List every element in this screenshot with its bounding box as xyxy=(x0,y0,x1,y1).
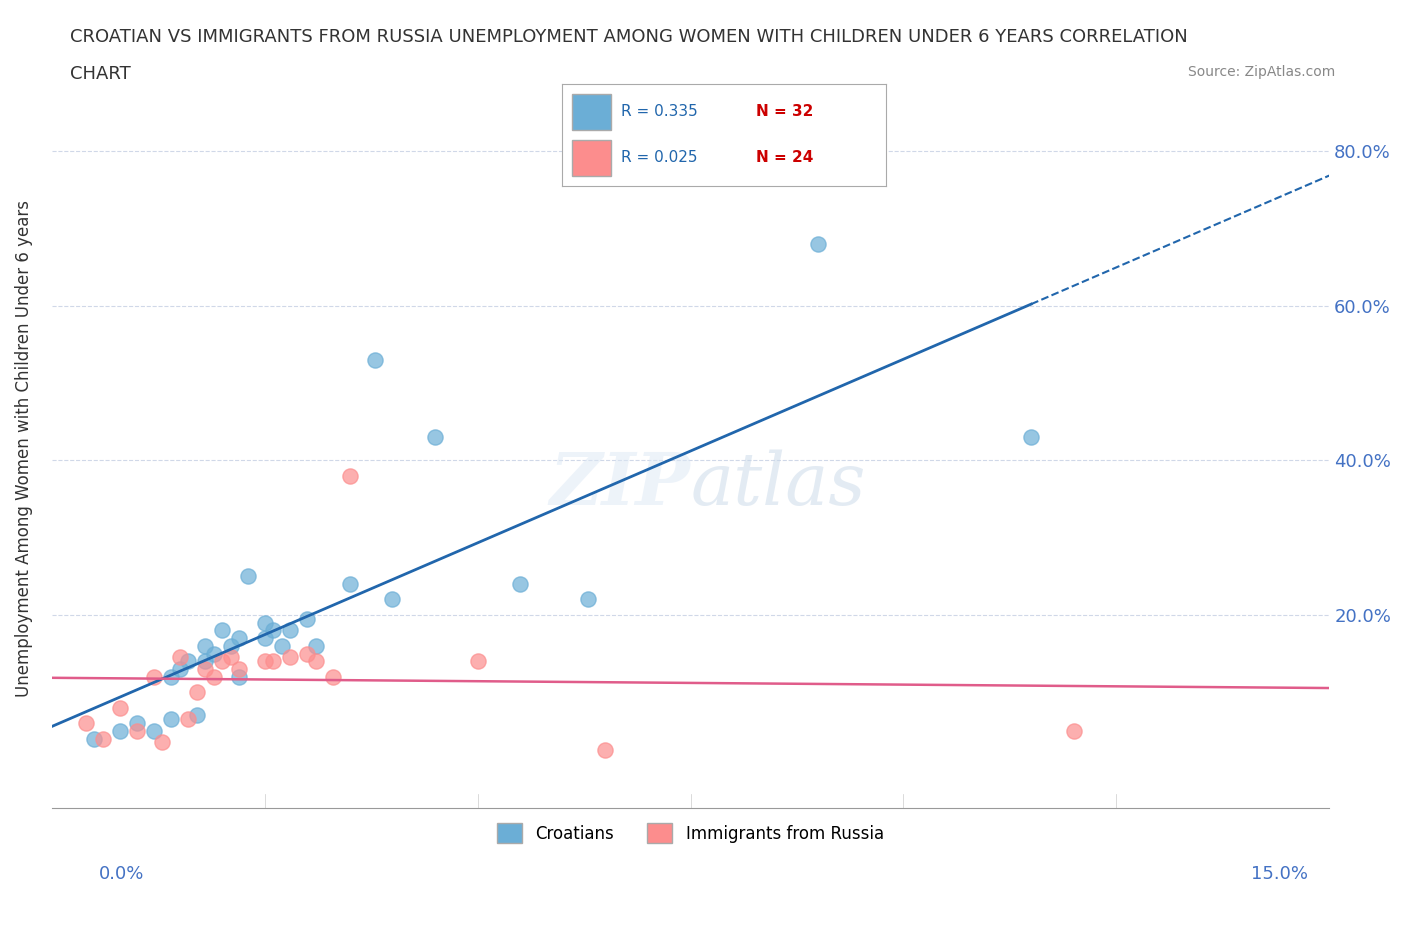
FancyBboxPatch shape xyxy=(572,94,610,130)
Y-axis label: Unemployment Among Women with Children Under 6 years: Unemployment Among Women with Children U… xyxy=(15,200,32,698)
Point xyxy=(83,731,105,746)
Point xyxy=(278,623,301,638)
Point xyxy=(194,638,217,653)
Text: 15.0%: 15.0% xyxy=(1250,865,1308,883)
Point xyxy=(194,661,217,676)
Point xyxy=(177,654,200,669)
Point xyxy=(211,654,233,669)
Point xyxy=(297,611,319,626)
Point xyxy=(160,670,183,684)
Point xyxy=(278,650,301,665)
Point xyxy=(270,638,292,653)
Point xyxy=(169,650,191,665)
Point xyxy=(467,654,489,669)
Text: ZIP: ZIP xyxy=(550,449,690,520)
Point xyxy=(364,352,387,367)
Point xyxy=(262,623,284,638)
Point xyxy=(807,236,830,251)
Text: N = 32: N = 32 xyxy=(756,104,814,119)
Point xyxy=(211,623,233,638)
Point xyxy=(169,661,191,676)
Point xyxy=(381,592,404,607)
Point xyxy=(125,716,148,731)
Point xyxy=(305,638,328,653)
Point xyxy=(177,711,200,726)
Point xyxy=(297,646,319,661)
Point xyxy=(75,716,97,731)
Point xyxy=(228,661,250,676)
Point xyxy=(262,654,284,669)
Text: R = 0.335: R = 0.335 xyxy=(620,104,697,119)
Point xyxy=(253,654,276,669)
Point xyxy=(236,569,259,584)
Text: Source: ZipAtlas.com: Source: ZipAtlas.com xyxy=(1188,65,1336,79)
Point xyxy=(125,724,148,738)
Text: 0.0%: 0.0% xyxy=(98,865,143,883)
Point xyxy=(1063,724,1085,738)
Point xyxy=(423,430,446,445)
Point xyxy=(322,670,344,684)
Point xyxy=(142,724,165,738)
Text: CROATIAN VS IMMIGRANTS FROM RUSSIA UNEMPLOYMENT AMONG WOMEN WITH CHILDREN UNDER : CROATIAN VS IMMIGRANTS FROM RUSSIA UNEMP… xyxy=(70,28,1188,46)
Point xyxy=(219,638,242,653)
Point xyxy=(186,708,208,723)
Text: atlas: atlas xyxy=(690,449,866,520)
FancyBboxPatch shape xyxy=(572,140,610,176)
Text: R = 0.025: R = 0.025 xyxy=(620,150,697,165)
Point xyxy=(152,735,174,750)
Text: CHART: CHART xyxy=(70,65,131,83)
Point xyxy=(253,631,276,645)
Point xyxy=(108,700,131,715)
Point xyxy=(160,711,183,726)
Point xyxy=(91,731,114,746)
Point xyxy=(576,592,599,607)
Point xyxy=(509,577,531,591)
Legend: Croatians, Immigrants from Russia: Croatians, Immigrants from Russia xyxy=(491,817,890,850)
Point xyxy=(253,615,276,630)
Point xyxy=(194,654,217,669)
Point xyxy=(142,670,165,684)
Point xyxy=(305,654,328,669)
Point xyxy=(339,577,361,591)
Point xyxy=(339,469,361,484)
Text: N = 24: N = 24 xyxy=(756,150,814,165)
Point xyxy=(186,684,208,699)
Point xyxy=(595,743,617,758)
Point xyxy=(228,631,250,645)
Point xyxy=(219,650,242,665)
Point xyxy=(202,670,225,684)
Point xyxy=(108,724,131,738)
Point xyxy=(228,670,250,684)
Point xyxy=(1019,430,1042,445)
Point xyxy=(202,646,225,661)
